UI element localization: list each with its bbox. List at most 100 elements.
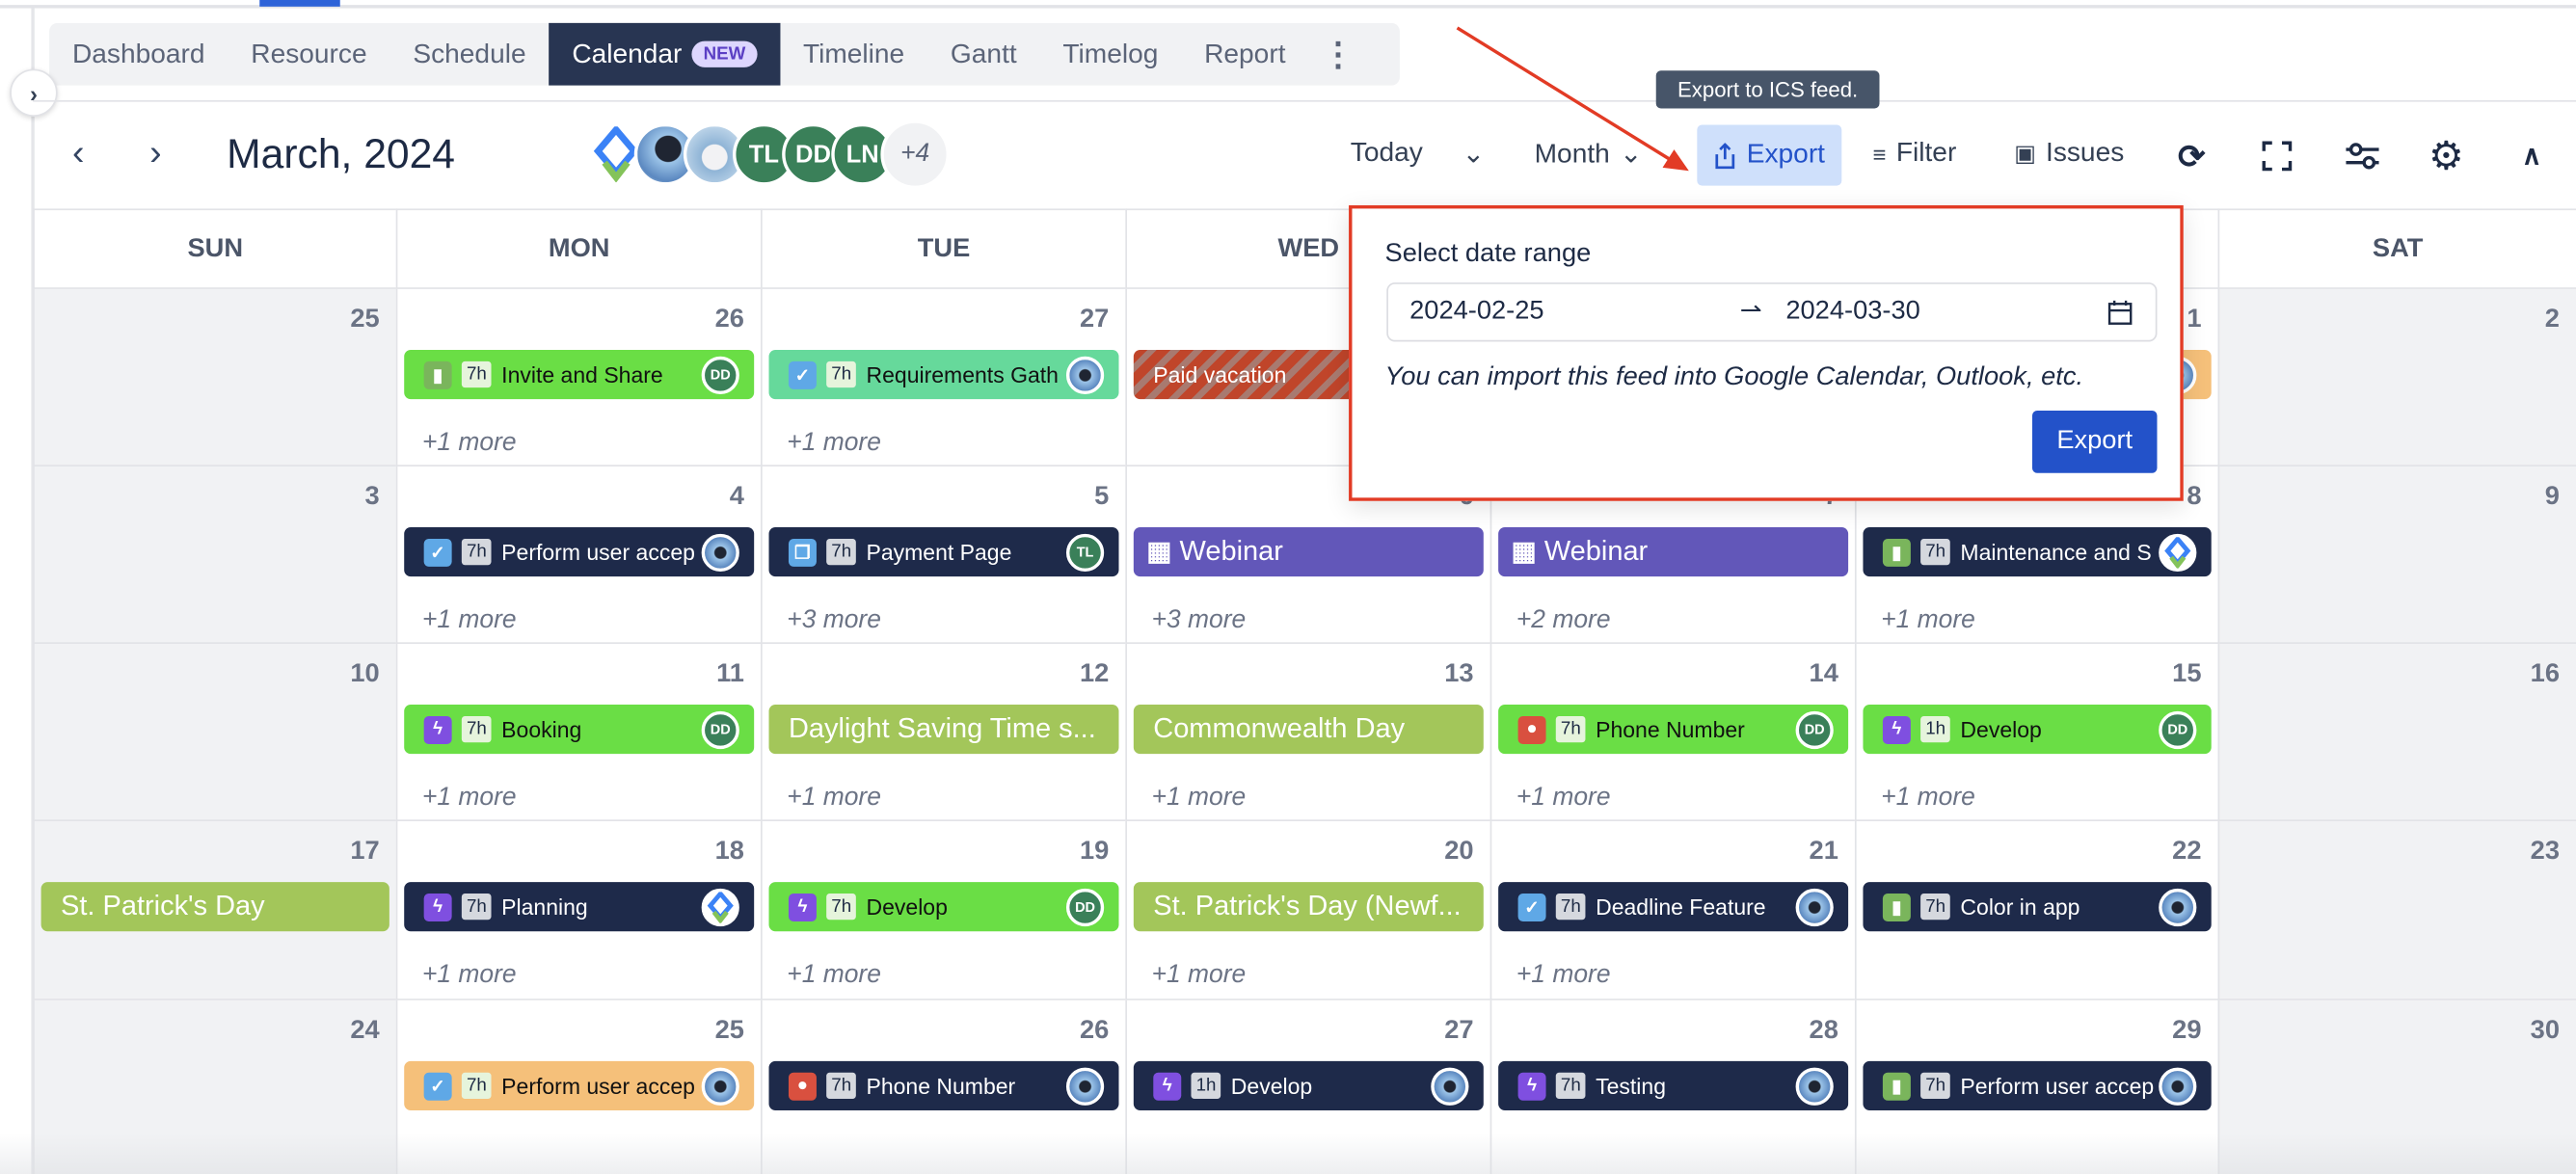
calendar-event[interactable]: ● 7h Phone Number DD xyxy=(1498,705,1849,755)
more-events-link[interactable]: +1 more xyxy=(421,428,517,457)
day-number[interactable]: 26 xyxy=(1079,1016,1110,1045)
next-month-button[interactable]: › xyxy=(149,131,161,173)
day-number[interactable]: 8 xyxy=(2187,483,2202,511)
day-cell[interactable]: 13 Commonwealth Day +1 more xyxy=(1125,644,1490,822)
day-number[interactable]: 2 xyxy=(2544,305,2560,334)
calendar-event[interactable]: ✓ 7h Perform user accep xyxy=(404,1060,755,1110)
settings-button[interactable]: ⚙ xyxy=(2427,134,2466,178)
today-dropdown[interactable]: ⌄ xyxy=(1462,138,1486,171)
day-number[interactable]: 4 xyxy=(729,483,744,511)
more-events-link[interactable]: +1 more xyxy=(1151,960,1247,989)
day-number[interactable]: 16 xyxy=(2530,660,2560,689)
start-date[interactable]: 2024-02-25 xyxy=(1409,297,1544,326)
day-number[interactable]: 28 xyxy=(1809,1016,1838,1045)
day-cell[interactable]: 18 ϟ 7h Planning +1 more xyxy=(395,821,761,1001)
calendar-event[interactable]: ϟ 7h Develop DD xyxy=(768,882,1119,932)
more-events-link[interactable]: +1 more xyxy=(421,960,517,989)
calendar-event[interactable]: Daylight Saving Time s... xyxy=(768,705,1119,755)
tab-report[interactable]: Report xyxy=(1181,23,1308,86)
more-events-link[interactable]: +2 more xyxy=(1516,605,1611,634)
avatar[interactable]: +4 xyxy=(880,120,950,189)
more-events-link[interactable]: +1 more xyxy=(421,605,517,634)
day-number[interactable]: 19 xyxy=(1079,838,1110,867)
day-number[interactable]: 30 xyxy=(2530,1016,2560,1045)
day-number[interactable]: 27 xyxy=(1079,305,1110,334)
calendar-event[interactable]: St. Patrick's Day (Newf... xyxy=(1133,882,1484,932)
calendar-event[interactable]: St. Patrick's Day xyxy=(40,882,389,932)
calendar-event[interactable]: ▦ Webinar xyxy=(1133,527,1484,577)
sidebar-toggle-button[interactable]: › xyxy=(10,68,58,117)
more-events-link[interactable]: +3 more xyxy=(1151,605,1247,634)
day-number[interactable]: 23 xyxy=(2530,838,2560,867)
day-number[interactable]: 21 xyxy=(1809,838,1838,867)
day-number[interactable]: 14 xyxy=(1809,660,1838,689)
day-number[interactable]: 24 xyxy=(350,1016,380,1045)
day-cell[interactable]: 3 xyxy=(33,466,396,645)
more-events-link[interactable]: +1 more xyxy=(1151,783,1247,812)
tab-dashboard[interactable]: Dashboard xyxy=(49,23,228,86)
day-number[interactable]: 10 xyxy=(350,660,380,689)
today-button[interactable]: Today xyxy=(1351,138,1423,169)
calendar-event[interactable]: ✓ 7h Perform user accep xyxy=(404,527,755,577)
day-cell[interactable]: 22 ▮ 7h Color in app xyxy=(1854,821,2218,1001)
day-cell[interactable]: 6▦Webinar+3 more xyxy=(1125,466,1490,645)
day-cell[interactable]: 26 ● 7h Phone Number xyxy=(760,1000,1126,1174)
tab-timelog[interactable]: Timelog xyxy=(1040,23,1182,86)
more-events-link[interactable]: +3 more xyxy=(787,605,881,634)
day-number[interactable]: 12 xyxy=(1079,660,1110,689)
calendar-event[interactable]: ✓ 7h Deadline Feature xyxy=(1498,882,1849,932)
day-cell[interactable]: 21 ✓ 7h Deadline Feature +1 more xyxy=(1489,821,1855,1001)
tab-timeline[interactable]: Timeline xyxy=(780,23,927,86)
calendar-event[interactable]: ❐ 7h Payment Page TL xyxy=(768,527,1119,577)
day-cell[interactable]: 15 ϟ 1h Develop DD +1 more xyxy=(1854,644,2218,822)
avatar[interactable]: LN xyxy=(831,122,895,186)
calendar-event[interactable]: ● 7h Phone Number xyxy=(768,1060,1119,1110)
day-cell[interactable]: 10 xyxy=(33,644,396,822)
calendar-icon[interactable] xyxy=(2107,299,2133,325)
export-button[interactable]: Export xyxy=(1697,124,1842,186)
calendar-event[interactable]: ϟ 7h Planning xyxy=(404,882,755,932)
calendar-event[interactable]: ϟ 1h Develop DD xyxy=(1863,705,2212,755)
filter-button[interactable]: ≡ Filter xyxy=(1873,138,1957,169)
calendar-event[interactable]: ▮ 7h Color in app xyxy=(1863,882,2212,932)
more-events-link[interactable]: +1 more xyxy=(787,960,881,989)
collapse-button[interactable]: ∧ xyxy=(2512,136,2552,175)
day-cell[interactable]: 20 St. Patrick's Day (Newf... +1 more xyxy=(1125,821,1490,1001)
calendar-event[interactable]: ✓ 7h Requirements Gath xyxy=(768,349,1119,400)
view-select[interactable]: Month ⌄ xyxy=(1535,138,1643,171)
end-date[interactable]: 2024-03-30 xyxy=(1785,297,1920,326)
day-number[interactable]: 11 xyxy=(716,660,744,689)
day-cell[interactable]: 25 xyxy=(33,288,396,467)
more-events-link[interactable]: +1 more xyxy=(1516,960,1611,989)
day-number[interactable]: 15 xyxy=(2172,660,2202,689)
refresh-button[interactable]: ⟳ xyxy=(2172,136,2212,175)
more-events-link[interactable]: +1 more xyxy=(1516,783,1611,812)
day-cell[interactable]: 5 ❐ 7h Payment Page TL +3 more xyxy=(760,466,1126,645)
calendar-event[interactable]: Commonwealth Day xyxy=(1133,705,1484,755)
calendar-event[interactable]: ϟ 7h Testing xyxy=(1498,1060,1849,1110)
more-events-link[interactable]: +1 more xyxy=(1881,605,1975,634)
day-number[interactable]: 22 xyxy=(2172,838,2202,867)
day-number[interactable]: 25 xyxy=(714,1016,744,1045)
tab-gantt[interactable]: Gantt xyxy=(927,23,1039,86)
day-cell[interactable]: 14 ● 7h Phone Number DD +1 more xyxy=(1489,644,1855,822)
day-cell[interactable]: 11 ϟ 7h Booking DD +1 more xyxy=(395,644,761,822)
more-events-link[interactable]: +1 more xyxy=(1881,783,1975,812)
day-number[interactable]: 26 xyxy=(714,305,744,334)
day-cell[interactable]: 19 ϟ 7h Develop DD +1 more xyxy=(760,821,1126,1001)
day-number[interactable]: 25 xyxy=(350,305,380,334)
day-cell[interactable]: 9 xyxy=(2217,466,2576,645)
tab-calendar[interactable]: Calendar NEW xyxy=(549,22,781,86)
calendar-event[interactable]: ϟ 7h Booking DD xyxy=(404,705,755,755)
tab-schedule[interactable]: Schedule xyxy=(389,23,549,86)
calendar-event[interactable]: ▦ Webinar xyxy=(1498,527,1849,577)
day-number[interactable]: 27 xyxy=(1444,1016,1474,1045)
calendar-event[interactable]: ▮ 7h Invite and Share DD xyxy=(404,349,755,400)
tab-resource[interactable]: Resource xyxy=(228,23,389,86)
day-cell[interactable]: 23 xyxy=(2217,821,2576,1001)
confirm-export-button[interactable]: Export xyxy=(2031,411,2158,473)
day-number[interactable]: 3 xyxy=(364,483,380,511)
adjust-button[interactable] xyxy=(2343,136,2382,175)
avatar[interactable] xyxy=(585,123,648,186)
date-range-input[interactable]: 2024-02-25 ⇀ 2024-03-30 xyxy=(1386,282,2158,342)
